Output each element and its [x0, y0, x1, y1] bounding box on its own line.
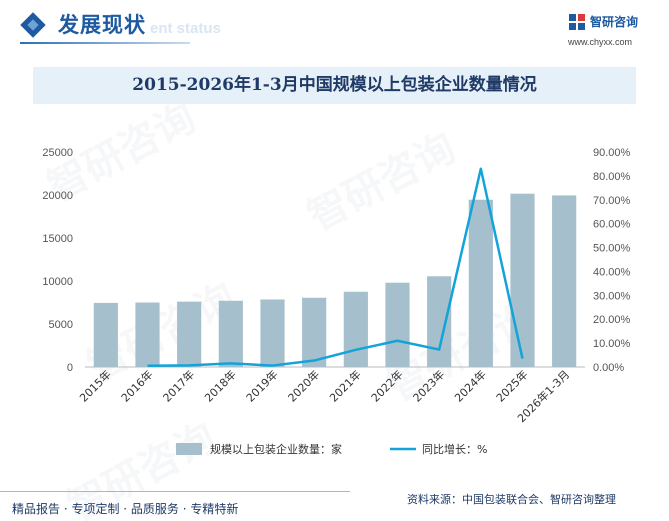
- bar: [93, 302, 118, 367]
- chart-title: 2015-2026年1-3月中国规模以上包装企业数量情况: [132, 75, 537, 95]
- y-right-tick-label: 50.00%: [593, 243, 631, 255]
- x-tick-label: 2023年: [410, 367, 447, 404]
- x-tick-label: 2016年: [118, 367, 155, 404]
- y-left-tick-label: 0: [67, 362, 73, 374]
- brand-logo-block: 智研咨询 www.chyxx.com: [568, 13, 668, 53]
- y-right-tick-label: 40.00%: [593, 266, 631, 278]
- bar: [343, 291, 368, 367]
- diamond-icon: [20, 12, 46, 38]
- chart-canvas: 0 5000 10000 15000 20000 25000 0.00% 10.00% 20.0…: [42, 147, 631, 456]
- y-right-tick-label: 60.00%: [593, 219, 631, 231]
- y-left-tick-label: 10000: [42, 276, 73, 288]
- bar: [135, 302, 160, 367]
- y-right-tick-label: 80.00%: [593, 171, 631, 183]
- bar: [218, 300, 243, 367]
- x-tick-label: 2022年: [368, 367, 405, 404]
- footer-tagline: 精品报告 · 专项定制 · 品质服务 · 专精特新: [12, 502, 239, 516]
- x-tick-label: 2021年: [326, 367, 363, 404]
- brand-url: www.chyxx.com: [568, 37, 633, 47]
- y-right-tick-label: 90.00%: [593, 147, 631, 159]
- footer: 精品报告 · 专项定制 · 品质服务 · 专精特新 资料来源：中国包装联合会、智…: [0, 491, 669, 521]
- legend-swatch-bar: [176, 443, 202, 455]
- source-note: 资料来源：中国包装联合会、智研咨询整理: [407, 493, 616, 506]
- y-right-tick-label: 10.00%: [593, 338, 631, 350]
- x-tick-label: 2025年: [493, 367, 530, 404]
- footer-divider: [0, 491, 350, 492]
- section-title: 发展现状: [58, 13, 146, 37]
- bar: [468, 199, 493, 367]
- bar: [302, 297, 327, 367]
- header-underline: [20, 42, 190, 44]
- bar: [427, 276, 452, 367]
- x-tick-label: 2024年: [451, 367, 488, 404]
- y-left-tick-label: 5000: [49, 319, 73, 331]
- y-left-tick-label: 25000: [42, 147, 73, 159]
- growth-line: [147, 167, 524, 368]
- bar: [510, 193, 535, 367]
- x-tick-label: 2018年: [201, 367, 238, 404]
- brand-logo-icon: [569, 14, 585, 30]
- bar: [552, 195, 577, 367]
- legend-label-line: 同比增长：%: [422, 442, 487, 456]
- y-left-tick-label: 15000: [42, 233, 73, 245]
- x-tick-label: 2017年: [160, 367, 197, 404]
- y-right-tick-label: 20.00%: [593, 314, 631, 326]
- brand-name: 智研咨询: [590, 15, 639, 29]
- y-right-tick-label: 70.00%: [593, 195, 631, 207]
- bar: [260, 299, 285, 367]
- y-right-tick-label: 30.00%: [593, 290, 631, 302]
- y-right-tick-label: 0.00%: [593, 362, 624, 374]
- section-header: 发展现状 ent status: [0, 0, 669, 50]
- y-left-tick-label: 20000: [42, 190, 73, 202]
- section-subtitle: ent status: [150, 20, 221, 37]
- x-tick-label: 2019年: [243, 367, 280, 404]
- x-tick-label: 2020年: [285, 367, 322, 404]
- legend-label-bar: 规模以上包装企业数量：家: [210, 442, 342, 456]
- bar: [177, 301, 202, 367]
- bar: [385, 282, 410, 367]
- x-tick-label: 2015年: [76, 367, 113, 404]
- chart-title-bar: 2015-2026年1-3月中国规模以上包装企业数量情况: [33, 67, 636, 104]
